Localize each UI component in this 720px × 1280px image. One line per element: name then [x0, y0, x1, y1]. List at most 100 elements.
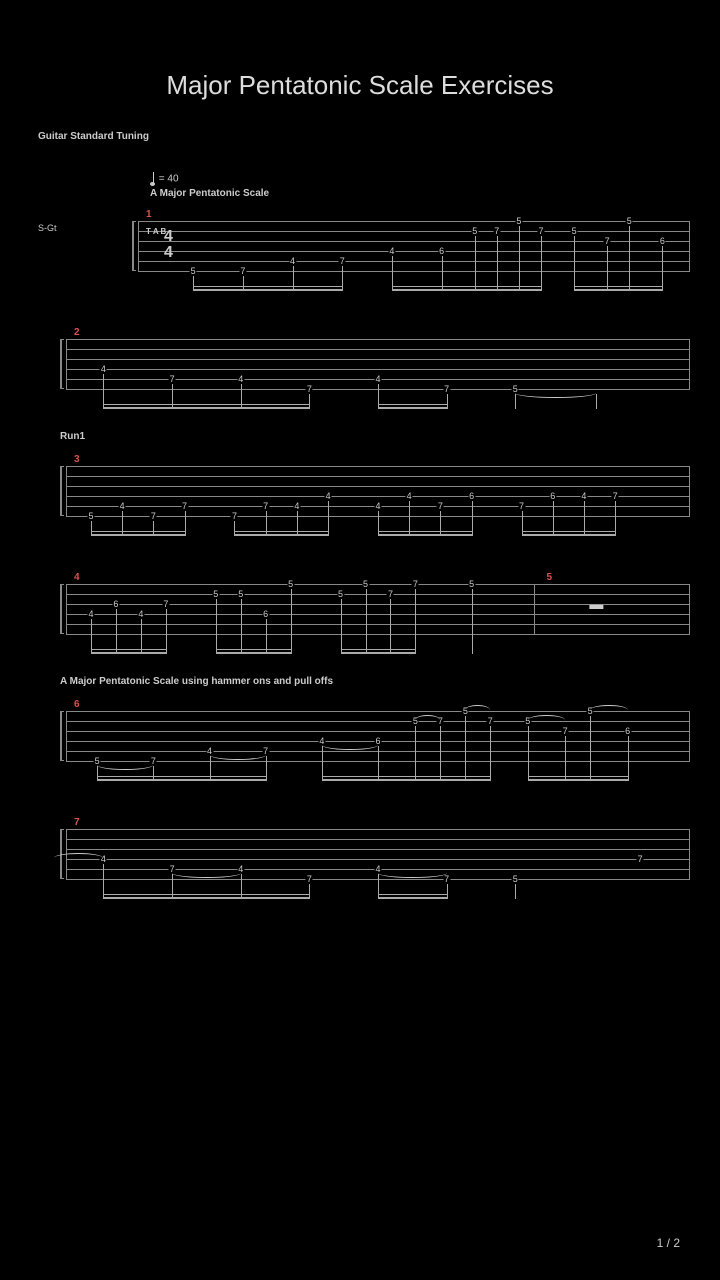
measure-number: 2 [74, 327, 80, 338]
fret-number: 7 [239, 266, 246, 276]
fret-number: 6 [438, 246, 445, 256]
time-signature: 4 4 [164, 229, 173, 261]
fret-number: 6 [549, 491, 556, 501]
fret-number: 7 [562, 726, 569, 736]
fret-number: 7 [537, 226, 544, 236]
tab-row-2: 2 4 7 4 7 4 7 5 [38, 323, 690, 413]
fret-number: 5 [212, 589, 219, 599]
staff-bracket [60, 466, 64, 516]
section-label-3: A Major Pentatonic Scale using hammer on… [60, 676, 720, 687]
fret-number: 5 [468, 579, 475, 589]
fret-number: 7 [604, 236, 611, 246]
page-number: 1 / 2 [657, 1236, 680, 1250]
staff-bracket [60, 584, 64, 634]
fret-number: 7 [339, 256, 346, 266]
fret-number: 7 [443, 384, 450, 394]
fret-number: 4 [388, 246, 395, 256]
tie-icon [465, 705, 490, 710]
tab-staff: 4 6 4 7 5 5 6 5 5 5 7 7 5 ▬ [66, 584, 690, 634]
quarter-note-icon [150, 172, 156, 186]
fret-number: 7 [162, 599, 169, 609]
fret-number: 5 [471, 226, 478, 236]
tab-staff: 5 4 7 7 7 7 4 4 4 4 7 6 7 6 4 7 [66, 466, 690, 516]
fret-number: 7 [412, 579, 419, 589]
tempo-value: = 40 [159, 174, 179, 185]
fret-number: 5 [190, 266, 197, 276]
fret-number: 6 [468, 491, 475, 501]
tie-icon [415, 715, 440, 720]
fret-number: 4 [325, 491, 332, 501]
fret-number: 7 [487, 716, 494, 726]
page-title: Major Pentatonic Scale Exercises [0, 0, 720, 131]
fret-number: 7 [637, 854, 644, 864]
fret-number: 5 [87, 511, 94, 521]
tie-icon [528, 715, 565, 720]
tab-staff: T A B 4 4 5 7 4 7 4 6 5 7 5 7 5 7 5 6 [138, 221, 690, 271]
fret-number: 4 [137, 609, 144, 619]
tuning-label: Guitar Standard Tuning [38, 131, 720, 142]
fret-number: 7 [387, 589, 394, 599]
fret-number: 4 [87, 609, 94, 619]
measure-number: 3 [74, 454, 80, 465]
rest-icon: ▬ [589, 596, 603, 612]
fret-number: 5 [362, 579, 369, 589]
section-label-2: Run1 [60, 431, 720, 442]
fret-number: 4 [237, 374, 244, 384]
fret-number: 7 [150, 511, 157, 521]
section-label-1: A Major Pentatonic Scale [150, 188, 720, 199]
fret-number: 5 [287, 579, 294, 589]
measure-number: 6 [74, 699, 80, 710]
fret-number: 4 [374, 501, 381, 511]
fret-number: 4 [374, 374, 381, 384]
fret-number: 7 [493, 226, 500, 236]
fret-number: 4 [293, 501, 300, 511]
fret-number: 4 [580, 491, 587, 501]
fret-number: 5 [512, 874, 519, 884]
fret-number: 4 [100, 364, 107, 374]
fret-number: 6 [112, 599, 119, 609]
tab-staff: 4 7 4 7 4 7 5 [66, 339, 690, 389]
fret-number: 7 [306, 874, 313, 884]
tab-row-5: 6 5 7 4 7 4 6 5 7 5 7 5 7 5 6 [38, 695, 690, 785]
fret-number: 7 [437, 501, 444, 511]
staff-bracket [60, 339, 64, 389]
tie-icon [97, 765, 153, 770]
tab-row-4: 4 5 4 6 4 7 5 5 6 5 5 5 7 7 5 ▬ [38, 568, 690, 658]
staff-bracket [132, 221, 136, 271]
fret-number: 6 [659, 236, 666, 246]
measure-number: 5 [547, 572, 553, 583]
tab-row-1: S-Gt 1 T A B 4 4 5 7 4 7 4 6 5 7 5 7 5 7… [38, 205, 690, 295]
tab-row-6: 7 4 7 4 7 4 7 5 7 [38, 813, 690, 903]
tab-staff: 5 7 4 7 4 6 5 7 5 7 5 7 5 6 [66, 711, 690, 761]
time-sig-top: 4 [164, 229, 173, 245]
instrument-label: S-Gt [38, 223, 57, 233]
time-sig-bottom: 4 [164, 245, 173, 261]
measure-number: 7 [74, 817, 80, 828]
tempo-marking: = 40 [150, 172, 720, 186]
fret-number: 4 [289, 256, 296, 266]
staff-bracket [60, 711, 64, 761]
fret-number: 7 [612, 491, 619, 501]
tie-icon [54, 853, 104, 858]
fret-number: 7 [262, 501, 269, 511]
tab-staff: 4 7 4 7 4 7 5 7 [66, 829, 690, 879]
fret-number: 5 [237, 589, 244, 599]
tie-icon [515, 393, 596, 398]
fret-number: 6 [624, 726, 631, 736]
tab-row-3: 3 5 4 7 7 7 7 4 4 4 4 7 6 7 6 4 7 [38, 450, 690, 540]
fret-number: 6 [262, 609, 269, 619]
fret-number: 7 [231, 511, 238, 521]
fret-number: 7 [443, 874, 450, 884]
fret-number: 7 [169, 374, 176, 384]
measure-number: 1 [146, 209, 152, 220]
measure-number: 4 [74, 572, 80, 583]
fret-number: 7 [181, 501, 188, 511]
tie-icon [590, 705, 627, 710]
fret-number: 4 [406, 491, 413, 501]
fret-number: 7 [518, 501, 525, 511]
fret-number: 7 [306, 384, 313, 394]
fret-number: 5 [515, 216, 522, 226]
fret-number: 4 [119, 501, 126, 511]
fret-number: 5 [337, 589, 344, 599]
fret-number: 5 [626, 216, 633, 226]
